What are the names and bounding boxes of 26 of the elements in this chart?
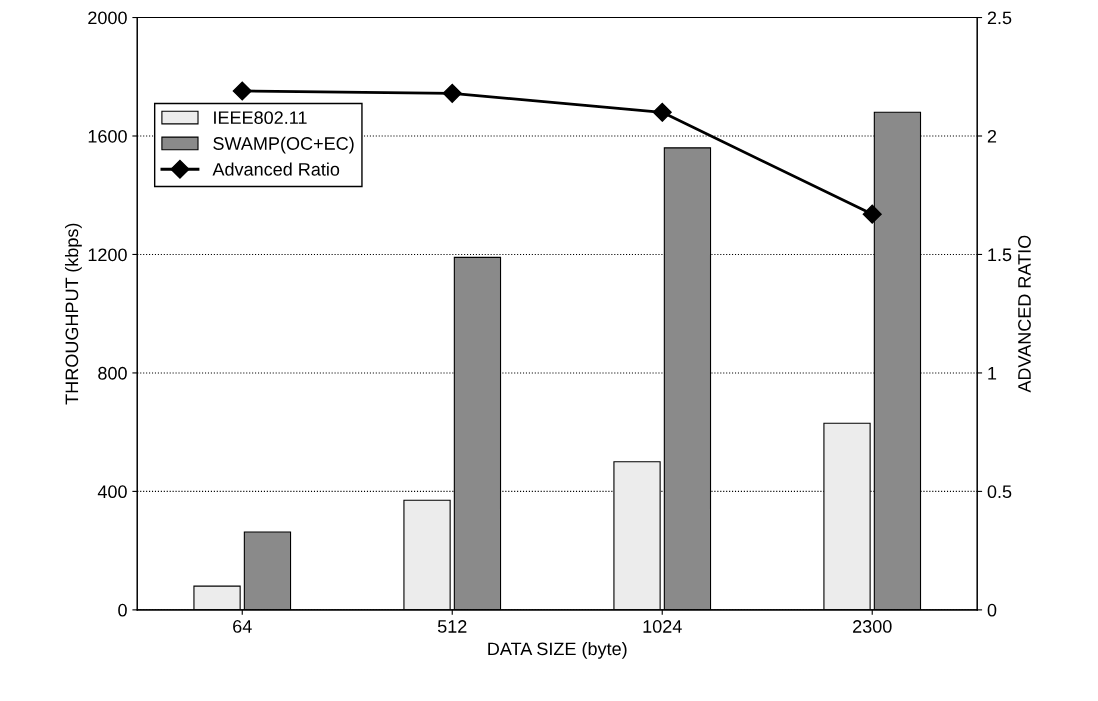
y2-tick-label: 2 [987, 129, 997, 143]
x-axis-title: DATA SIZE (byte) [488, 641, 627, 659]
y2-tick-label: 1 [988, 367, 997, 380]
y-tick-label: 1200 [88, 248, 127, 262]
x-tick-label: 64 [233, 620, 252, 633]
y-axis-title: THROUGHPUT (kbps) [64, 223, 82, 405]
x-tick-label: 512 [437, 620, 467, 633]
point [442, 83, 462, 103]
y-tick-label: 800 [98, 366, 127, 380]
y-tick-label: 400 [97, 485, 127, 499]
y2-tick-label: 0.5 [987, 485, 1012, 499]
legend-label: Advanced Ratio [212, 162, 340, 176]
point [232, 81, 252, 101]
y2-axis-title: ADVANCED RATIO [1018, 235, 1031, 393]
y2-tick-label: 1.5 [988, 248, 1012, 262]
x-tick-label: 1024 [643, 620, 682, 633]
y-tick-label: 2000 [88, 11, 127, 25]
x-tick-label: 2300 [853, 620, 892, 633]
y2-tick-label: 2.5 [987, 11, 1012, 25]
legend-label: IEEE802.11 [214, 111, 307, 125]
legend-label: SWAMP(OC+EC) [213, 136, 354, 154]
point [862, 204, 882, 224]
y-tick-label: 1600 [88, 129, 127, 143]
point [652, 102, 672, 122]
y2-tick-label: 0 [987, 603, 997, 617]
y-tick-label: 0 [118, 603, 127, 617]
